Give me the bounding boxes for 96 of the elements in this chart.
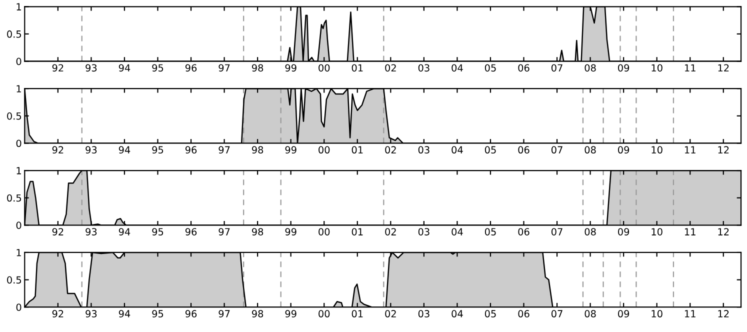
x-tick-label: 00 — [318, 310, 330, 318]
x-tick-label: 02 — [385, 228, 396, 236]
x-tick-label: 12 — [718, 146, 729, 154]
x-tick-label: 09 — [618, 64, 630, 72]
x-tick-label: 02 — [385, 146, 396, 154]
x-tick-label: 05 — [484, 228, 496, 236]
x-tick-label: 08 — [584, 228, 596, 236]
x-tick-label: 95 — [152, 64, 164, 72]
y-tick-label: 1 — [16, 85, 21, 92]
x-tick-label: 08 — [584, 310, 596, 318]
x-tick-label: 95 — [152, 310, 164, 318]
x-tick-label: 99 — [285, 146, 296, 154]
y-tick-label: 1 — [16, 3, 21, 10]
x-tick-label: 10 — [652, 64, 662, 72]
x-tick-label: 01 — [352, 310, 363, 318]
x-tick-label: 06 — [518, 146, 530, 154]
y-tick-label: 0.5 — [7, 112, 22, 120]
x-tick-label: 09 — [618, 310, 630, 318]
x-tick-label: 04 — [452, 228, 463, 236]
x-tick-label: 92 — [52, 146, 64, 154]
x-tick-label: 94 — [118, 64, 130, 72]
x-tick-label: 99 — [285, 310, 296, 318]
x-tick-label: 05 — [484, 310, 496, 318]
x-tick-label: 02 — [385, 64, 396, 72]
x-tick-label: 09 — [618, 146, 630, 154]
x-tick-label: 96 — [185, 310, 197, 318]
x-tick-label: 03 — [418, 146, 430, 154]
x-tick-label: 01 — [352, 64, 363, 72]
x-tick-label: 95 — [152, 228, 164, 236]
x-tick-label: 08 — [584, 146, 596, 154]
x-tick-label: 07 — [551, 228, 562, 236]
x-tick-label: 01 — [352, 146, 363, 154]
x-tick-label: 93 — [86, 146, 97, 154]
x-tick-label: 00 — [318, 228, 330, 236]
x-tick-label: 02 — [385, 310, 396, 318]
x-tick-label: 10 — [652, 228, 662, 236]
x-tick-label: 98 — [252, 64, 264, 72]
x-tick-label: 94 — [118, 228, 130, 236]
x-tick-label: 00 — [318, 146, 330, 154]
x-tick-label: 01 — [352, 228, 363, 236]
x-tick-label: 99 — [285, 64, 296, 72]
y-tick-label: 1 — [16, 249, 21, 256]
x-tick-label: 06 — [518, 228, 530, 236]
x-tick-label: 98 — [252, 310, 264, 318]
x-tick-label: 12 — [718, 228, 729, 236]
x-tick-label: 98 — [252, 228, 264, 236]
x-tick-label: 03 — [418, 228, 430, 236]
x-tick-label: 12 — [718, 310, 729, 318]
x-tick-label: 06 — [518, 64, 530, 72]
x-tick-label: 10 — [652, 310, 662, 318]
x-tick-label: 93 — [86, 310, 97, 318]
x-tick-label: 93 — [86, 64, 97, 72]
x-tick-label: 03 — [418, 64, 430, 72]
x-tick-label: 92 — [52, 310, 64, 318]
y-tick-label: 0 — [16, 222, 22, 229]
x-tick-label: 04 — [452, 310, 463, 318]
x-tick-label: 11 — [685, 64, 696, 72]
x-tick-label: 96 — [185, 64, 197, 72]
y-tick-label: 0.5 — [7, 276, 22, 284]
x-tick-label: 97 — [218, 310, 230, 318]
y-tick-label: 0.5 — [7, 30, 22, 38]
y-tick-label: 0 — [16, 140, 22, 148]
x-tick-label: 97 — [218, 228, 230, 236]
x-tick-label: 04 — [452, 146, 463, 154]
x-tick-label: 07 — [551, 310, 562, 318]
x-tick-label: 08 — [584, 64, 596, 72]
x-tick-label: 95 — [152, 146, 164, 154]
y-tick-label: 1 — [16, 167, 21, 174]
x-tick-label: 92 — [52, 64, 64, 72]
y-tick-label: 0 — [16, 58, 22, 66]
x-tick-label: 94 — [118, 146, 130, 154]
x-tick-label: 98 — [252, 146, 264, 154]
x-tick-label: 92 — [52, 228, 64, 236]
x-tick-label: 09 — [618, 228, 630, 236]
x-tick-label: 07 — [551, 64, 562, 72]
y-tick-label: 0.5 — [7, 194, 22, 202]
x-tick-label: 00 — [318, 64, 330, 72]
x-tick-label: 11 — [685, 228, 696, 236]
x-tick-label: 05 — [484, 146, 496, 154]
x-tick-label: 06 — [518, 310, 530, 318]
y-tick-label: 0 — [16, 304, 22, 311]
x-tick-label: 04 — [452, 64, 463, 72]
x-tick-label: 11 — [685, 146, 696, 154]
x-tick-label: 96 — [185, 146, 197, 154]
x-tick-label: 97 — [218, 146, 230, 154]
x-tick-label: 03 — [418, 310, 430, 318]
x-tick-label: 05 — [484, 64, 496, 72]
x-tick-label: 12 — [718, 64, 729, 72]
x-tick-label: 07 — [551, 146, 562, 154]
x-tick-label: 99 — [285, 228, 296, 236]
x-tick-label: 94 — [118, 310, 130, 318]
x-tick-label: 97 — [218, 64, 230, 72]
x-tick-label: 93 — [86, 228, 97, 236]
x-tick-label: 11 — [685, 310, 696, 318]
x-tick-label: 10 — [652, 146, 662, 154]
x-tick-label: 96 — [185, 228, 197, 236]
